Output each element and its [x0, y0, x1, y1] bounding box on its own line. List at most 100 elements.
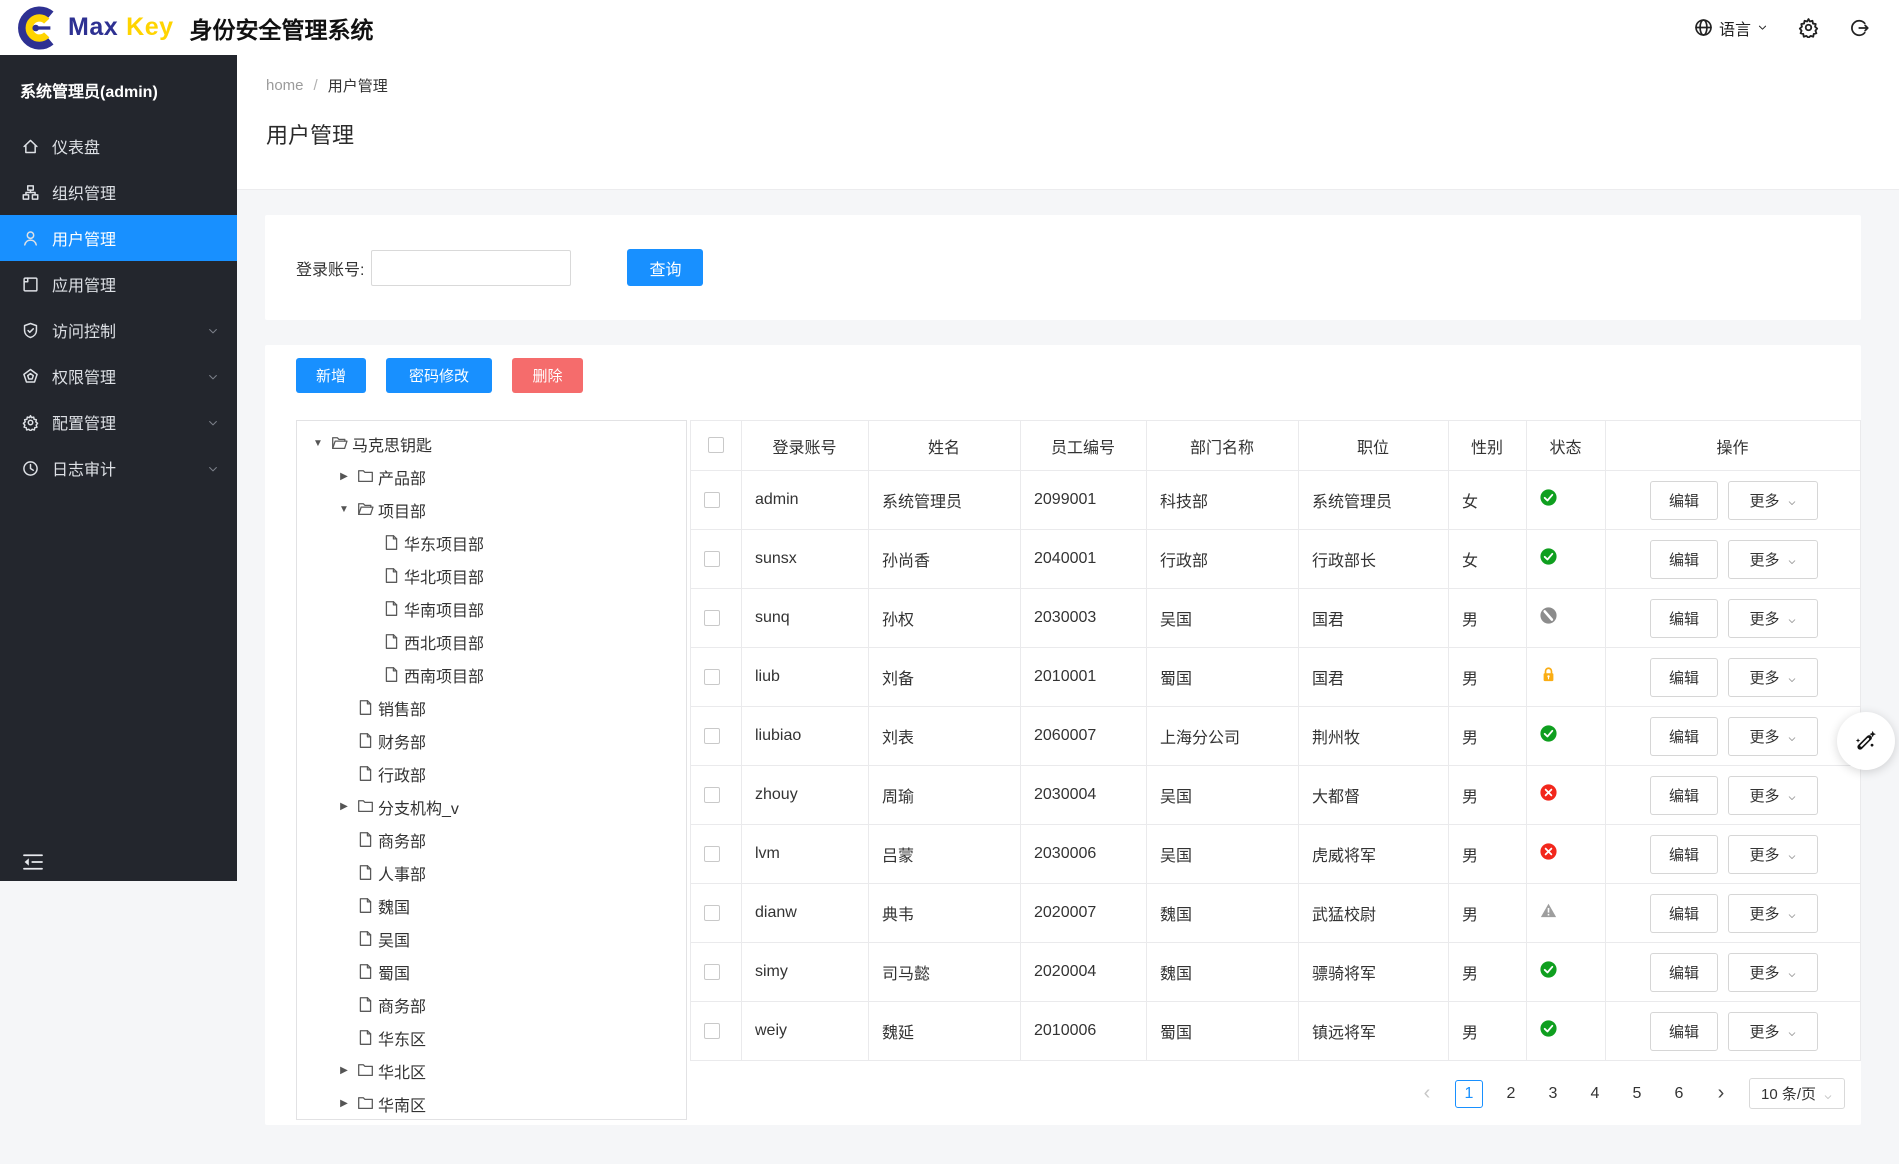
cell-account: admin	[741, 470, 869, 530]
edit-button[interactable]: 编辑	[1650, 539, 1718, 579]
more-button[interactable]: 更多	[1728, 539, 1818, 579]
page-2-button[interactable]: 2	[1506, 1084, 1516, 1102]
page-4-button[interactable]: 4	[1590, 1084, 1600, 1102]
more-button[interactable]: 更多	[1728, 657, 1818, 697]
edit-button[interactable]: 编辑	[1650, 598, 1718, 638]
tree-node[interactable]: ▼ 马克思钥匙	[297, 427, 686, 460]
logout-button[interactable]	[1849, 18, 1869, 38]
cell-name: 孙尚香	[868, 529, 1021, 589]
query-button[interactable]: 查询	[627, 249, 704, 286]
more-button[interactable]: 更多	[1728, 834, 1818, 874]
brand-key: Key	[126, 13, 174, 41]
row-checkbox[interactable]	[704, 963, 720, 980]
breadcrumb-home-link[interactable]: home	[266, 77, 304, 94]
row-checkbox[interactable]	[704, 1022, 720, 1039]
prev-page-button[interactable]: ‹	[1423, 1082, 1431, 1104]
row-checkbox[interactable]	[704, 491, 720, 508]
tree-node-label: 西北项目部	[404, 635, 485, 653]
row-checkbox[interactable]	[704, 727, 720, 744]
more-button[interactable]: 更多	[1728, 716, 1818, 756]
row-checkbox[interactable]	[704, 786, 720, 803]
tree-expander-icon[interactable]: ▶	[340, 1098, 348, 1109]
tree-node[interactable]: 魏国	[297, 889, 686, 922]
sidebar-item-3[interactable]: 用户管理	[0, 215, 237, 261]
edit-button[interactable]: 编辑	[1650, 775, 1718, 815]
edit-button[interactable]: 编辑	[1650, 1011, 1718, 1051]
edit-button[interactable]: 编辑	[1650, 657, 1718, 697]
sidebar-item-8[interactable]: 日志审计	[0, 445, 237, 491]
settings-button[interactable]	[1798, 17, 1819, 38]
tree-node[interactable]: 行政部	[297, 757, 686, 790]
page-3-button[interactable]: 3	[1548, 1084, 1558, 1102]
delete-button[interactable]: 删除	[512, 358, 583, 393]
tree-node[interactable]: ▶ 华南区	[297, 1087, 686, 1119]
row-checkbox[interactable]	[704, 904, 720, 921]
chevron-down-icon	[1787, 908, 1797, 918]
add-button[interactable]: 新增	[296, 358, 366, 393]
row-checkbox[interactable]	[704, 609, 720, 626]
tree-expander-icon[interactable]: ▶	[340, 471, 348, 482]
collapse-sidebar-button[interactable]	[21, 850, 45, 874]
status-warning-icon	[1540, 902, 1557, 919]
more-button[interactable]: 更多	[1728, 480, 1818, 520]
tree-node[interactable]: 华东项目部	[297, 526, 686, 559]
cell-department: 吴国	[1146, 824, 1299, 884]
sidebar-item-7[interactable]: 配置管理	[0, 399, 237, 445]
tree-expander-icon[interactable]: ▶	[340, 801, 348, 812]
tree-node[interactable]: 人事部	[297, 856, 686, 889]
page-5-button[interactable]: 5	[1632, 1084, 1642, 1102]
sidebar-item-6[interactable]: 权限管理	[0, 353, 237, 399]
tree-node[interactable]: 西南项目部	[297, 658, 686, 691]
page-1-button[interactable]: 1	[1455, 1079, 1483, 1108]
tree-node[interactable]: 财务部	[297, 724, 686, 757]
tree-node[interactable]: ▶ 产品部	[297, 460, 686, 493]
magic-wand-fab[interactable]	[1837, 712, 1895, 770]
row-checkbox[interactable]	[704, 845, 720, 862]
sidebar-item-5[interactable]: 访问控制	[0, 307, 237, 353]
tree-node[interactable]: 商务部	[297, 988, 686, 1021]
more-button[interactable]: 更多	[1728, 598, 1818, 638]
tree-expander-icon[interactable]: ▼	[313, 438, 323, 449]
page-6-button[interactable]: 6	[1674, 1084, 1684, 1102]
tree-expander-icon[interactable]: ▼	[339, 504, 349, 515]
login-account-input[interactable]	[371, 249, 572, 286]
select-all-checkbox[interactable]	[707, 437, 724, 454]
cell-employee-id: 2030006	[1020, 824, 1147, 884]
cell-status	[1526, 883, 1606, 943]
sidebar-item-1[interactable]: 仪表盘	[0, 123, 237, 169]
edit-button[interactable]: 编辑	[1650, 952, 1718, 992]
sidebar-item-2[interactable]: 组织管理	[0, 169, 237, 215]
change-password-button[interactable]: 密码修改	[386, 358, 492, 393]
tree-node[interactable]: ▶ 华北区	[297, 1054, 686, 1087]
page-size-select[interactable]: 10 条/页	[1749, 1078, 1845, 1109]
tree-node[interactable]: 华北项目部	[297, 559, 686, 592]
tree-node[interactable]: 华东区	[297, 1021, 686, 1054]
row-checkbox[interactable]	[704, 668, 720, 685]
edit-button[interactable]: 编辑	[1650, 834, 1718, 874]
sidebar-item-4[interactable]: 应用管理	[0, 261, 237, 307]
main-content: home / 用户管理 用户管理 登录账号: 查询 新增 密码修改 删除 ▼ 马克…	[237, 55, 1899, 1164]
more-button[interactable]: 更多	[1728, 775, 1818, 815]
tree-node[interactable]: 商务部	[297, 823, 686, 856]
column-header: 操作	[1605, 420, 1861, 471]
tree-node[interactable]: 吴国	[297, 922, 686, 955]
next-page-button[interactable]: ›	[1717, 1082, 1725, 1104]
edit-button[interactable]: 编辑	[1650, 716, 1718, 756]
language-menu[interactable]: 语言	[1694, 16, 1768, 40]
tree-node[interactable]: 销售部	[297, 691, 686, 724]
more-button[interactable]: 更多	[1728, 893, 1818, 933]
more-button[interactable]: 更多	[1728, 952, 1818, 992]
edit-button[interactable]: 编辑	[1650, 893, 1718, 933]
tree-node[interactable]: ▶ 分支机构_v	[297, 790, 686, 823]
row-checkbox[interactable]	[704, 550, 720, 567]
tree-expander-icon[interactable]: ▶	[340, 1065, 348, 1076]
tree-node[interactable]: 蜀国	[297, 955, 686, 988]
brand[interactable]: Max Key 身份安全管理系统	[16, 6, 374, 50]
edit-button[interactable]: 编辑	[1650, 480, 1718, 520]
status-disabled-icon	[1540, 843, 1557, 860]
more-button[interactable]: 更多	[1728, 1011, 1818, 1051]
tree-node[interactable]: ▼ 项目部	[297, 493, 686, 526]
tree-node[interactable]: 华南项目部	[297, 592, 686, 625]
cell-name: 典韦	[868, 883, 1021, 943]
tree-node[interactable]: 西北项目部	[297, 625, 686, 658]
